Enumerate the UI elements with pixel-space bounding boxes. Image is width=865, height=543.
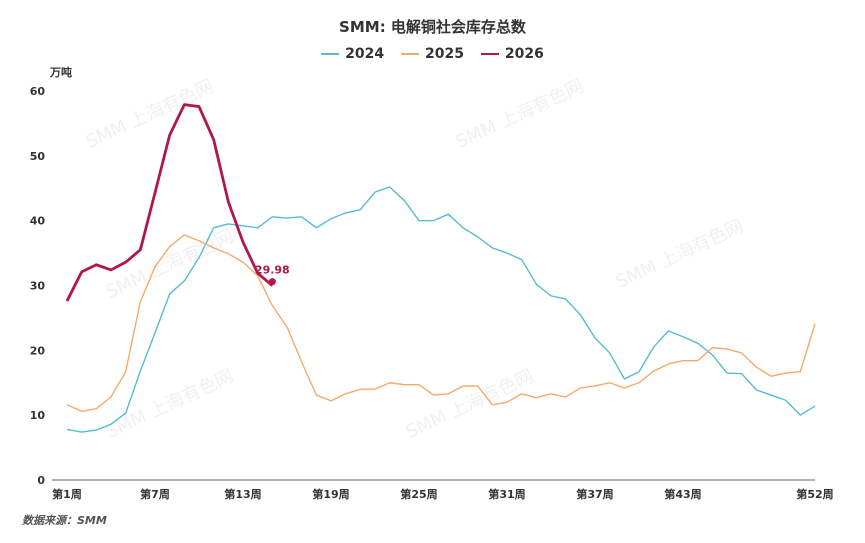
legend-item-2025[interactable]: 2025 (401, 46, 464, 62)
data-label: 29.98 (255, 264, 290, 277)
series-line-2026 (65, 103, 274, 302)
x-tick-label: 第37周 (576, 487, 613, 501)
y-axis-unit: 万吨 (50, 66, 72, 79)
x-tick-label: 第13周 (224, 487, 261, 501)
x-tick-label: 第25周 (400, 487, 437, 501)
last-point-marker (268, 278, 276, 286)
legend-swatch (321, 53, 340, 55)
x-tick-label: 第31周 (488, 487, 525, 501)
series-line-2024 (66, 186, 816, 433)
data-source: 数据来源：SMM (22, 514, 107, 527)
y-tick-label: 50 (30, 150, 46, 163)
legend-swatch (401, 53, 420, 55)
legend-label: 2024 (345, 46, 385, 62)
y-tick-label: 0 (37, 474, 45, 487)
y-tick-label: 40 (30, 215, 46, 228)
y-tick-label: 60 (30, 85, 46, 98)
legend-label: 2025 (425, 46, 464, 62)
series-line-2025 (66, 234, 816, 412)
legend-item-2026[interactable]: 2026 (480, 46, 544, 62)
legend: 2024 2025 2026 (0, 43, 865, 62)
y-tick-label: 20 (30, 344, 46, 357)
y-tick-label: 10 (30, 409, 46, 422)
chart-title: SMM: 电解铜社会库存总数 (339, 18, 526, 36)
x-tick-label: 第43周 (664, 487, 701, 501)
x-tick-label: 第19周 (312, 487, 349, 501)
x-tick-label: 第1周 (52, 487, 82, 501)
y-tick-label: 30 (30, 280, 46, 293)
x-tick-label: 第7周 (140, 487, 170, 501)
legend-item-2024[interactable]: 2024 (321, 46, 384, 62)
x-tick-label: 第52周 (796, 487, 833, 501)
legend-swatch (480, 53, 499, 55)
legend-label: 2026 (504, 46, 544, 62)
